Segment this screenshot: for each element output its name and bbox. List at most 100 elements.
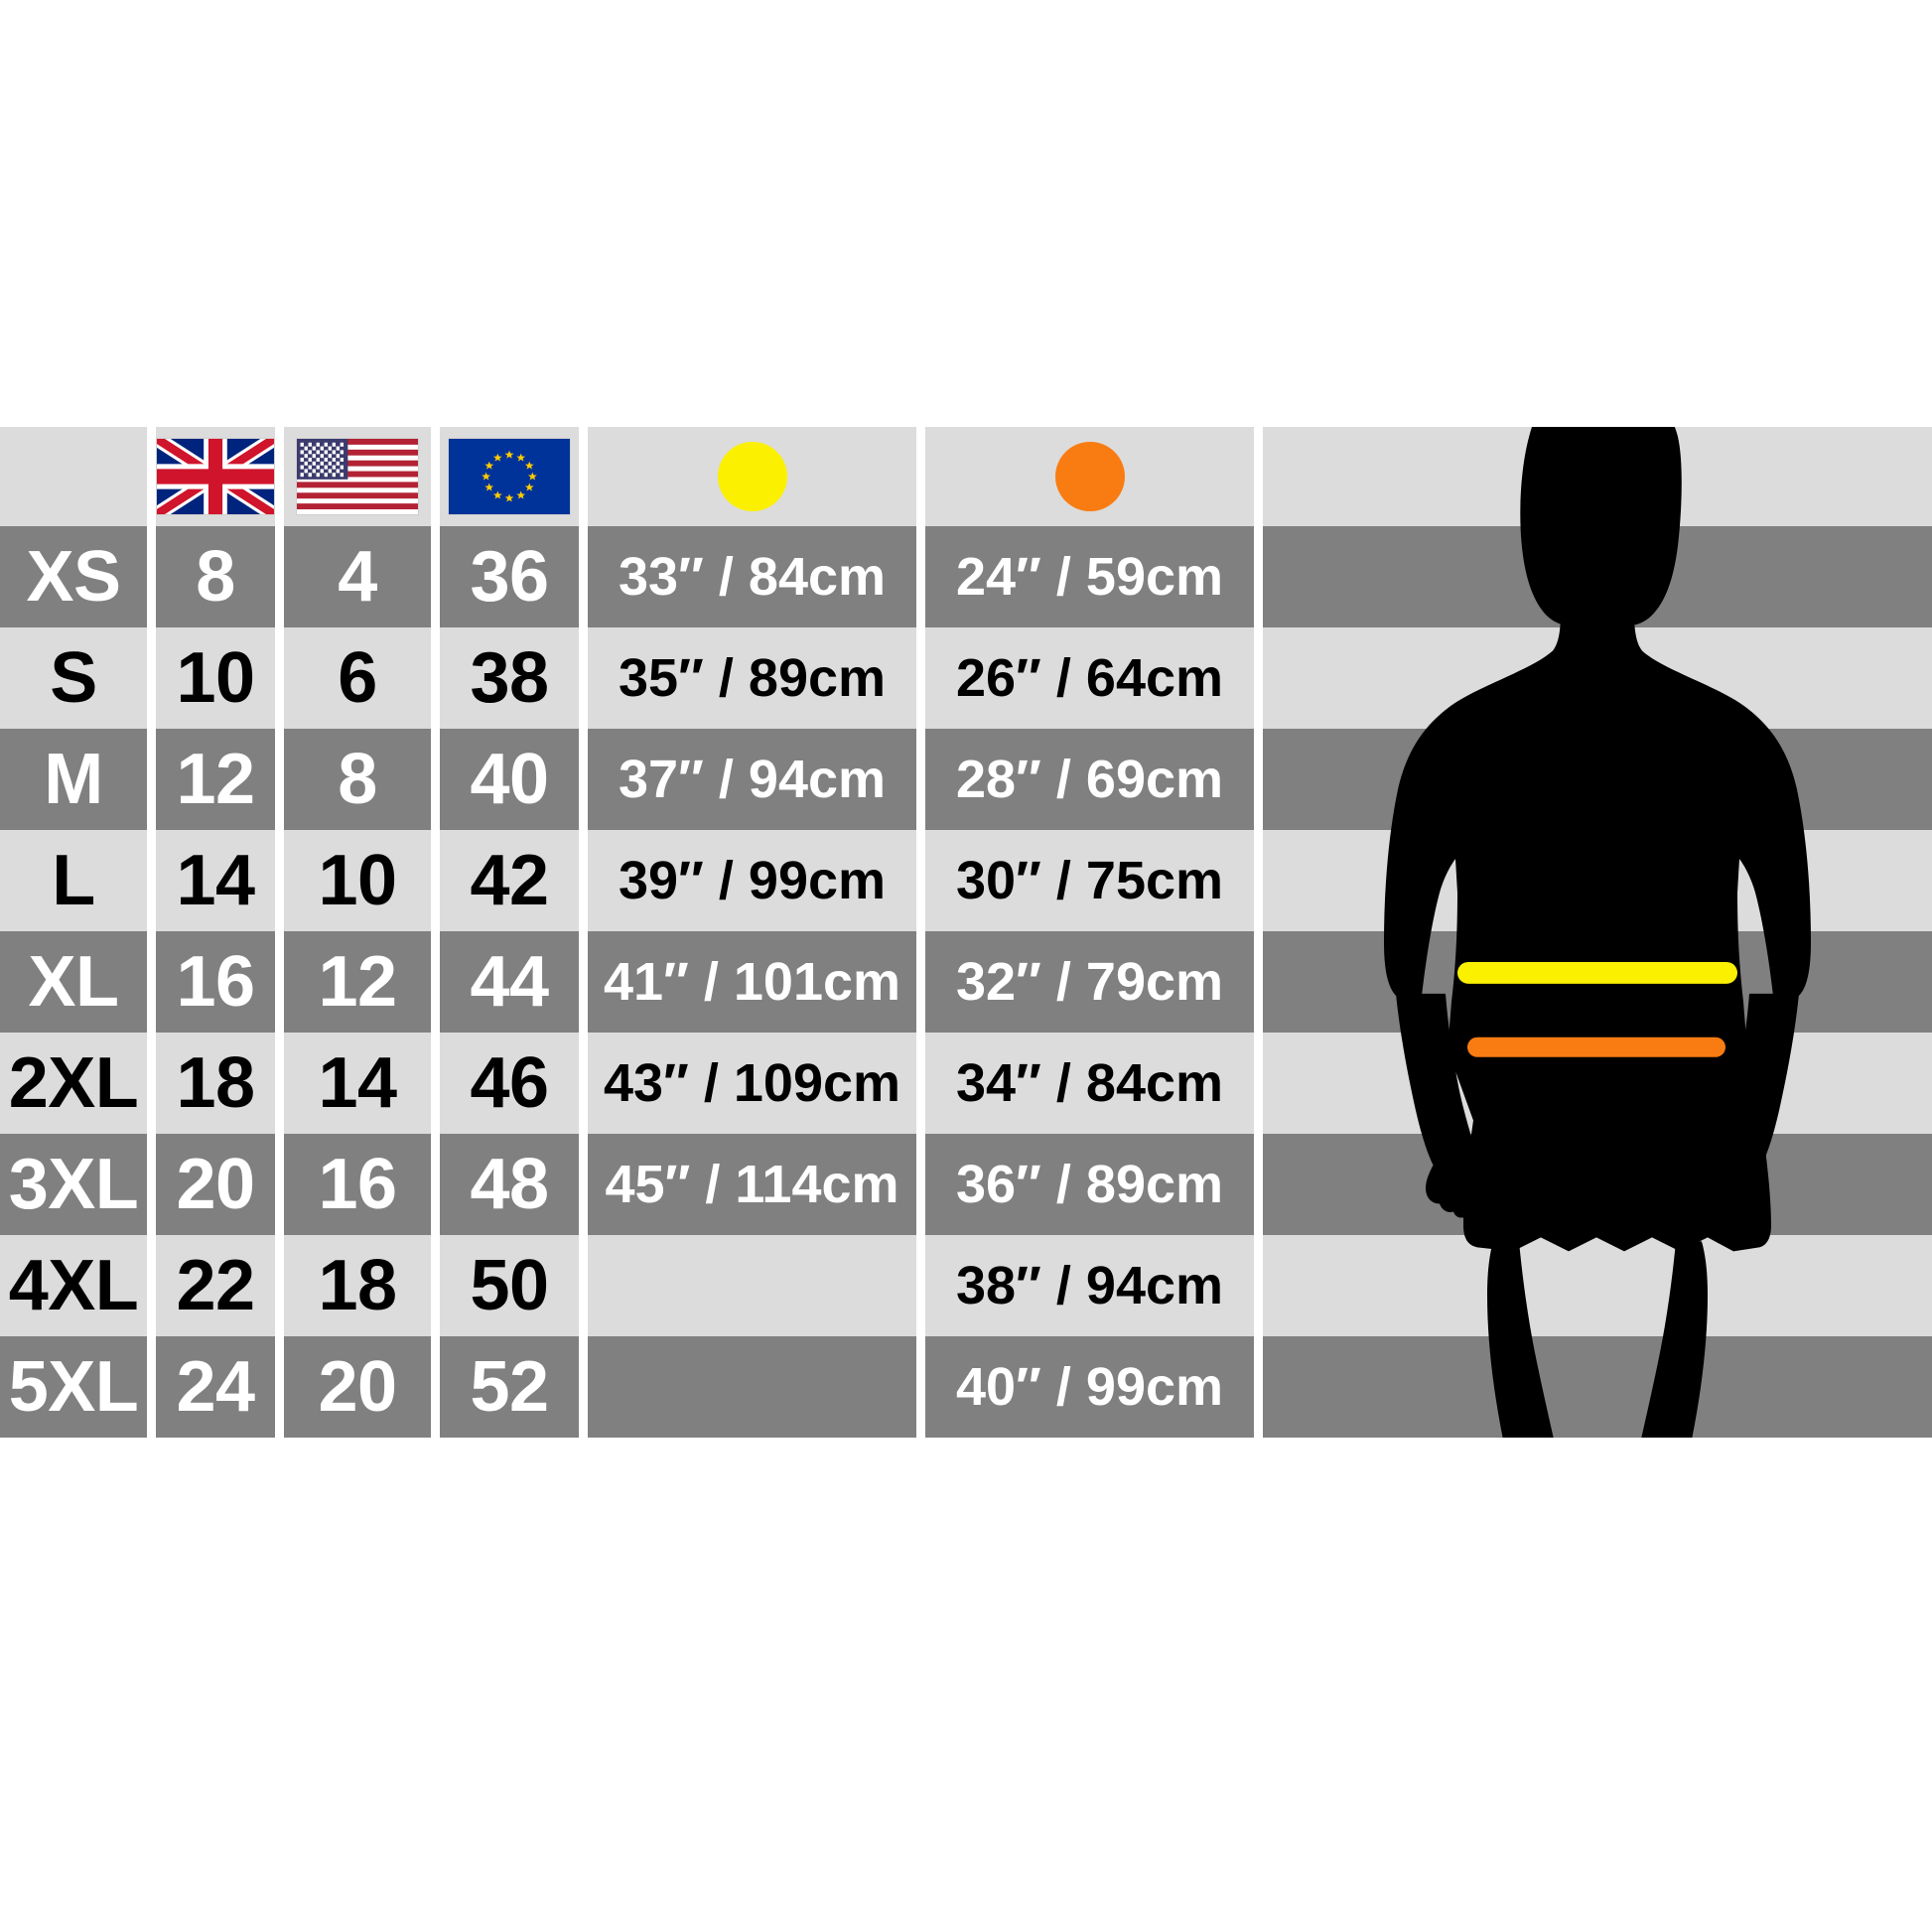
cell-text-eu: 50 [470,1246,549,1325]
cell-uk: 8 [156,526,275,627]
cell-text-us: 12 [318,942,397,1022]
us-flag-icon [296,438,419,515]
cell-text-uk: 24 [176,1347,255,1427]
cell-bust: 45″ / 114cm [588,1134,916,1235]
cell-text-size: 4XL [8,1246,139,1325]
cell-text-uk: 10 [176,638,255,718]
cell-text-us: 16 [318,1145,397,1224]
cell-us: 16 [284,1134,431,1235]
cell-us: 18 [284,1235,431,1336]
cell-text-bust: 35″ / 89cm [618,648,887,708]
cell-bust [588,1336,916,1438]
cell-text-size: M [44,740,103,819]
cell-text-uk: 16 [176,942,255,1022]
cell-uk: 12 [156,729,275,830]
cell-text-waist: 28″ / 69cm [955,750,1224,809]
cell-bust: 39″ / 99cm [588,830,916,931]
cell-text-eu: 40 [470,740,549,819]
cell-text-eu: 38 [470,638,549,718]
cell-waist: 36″ / 89cm [925,1134,1254,1235]
cell-text-waist: 26″ / 64cm [955,648,1224,708]
cell-text-waist: 32″ / 79cm [955,952,1224,1012]
cell-text-us: 20 [318,1347,397,1427]
cell-text-size: S [50,638,97,718]
row-size-label: 4XL [0,1235,147,1336]
cell-uk: 24 [156,1336,275,1438]
column-header-figure [1263,427,1932,526]
row-size-label: XS [0,526,147,627]
size-chart-table: XS 8 4 36 33″ / 84cm 24″ / 59cm S 10 6 38 35″ / 89… [0,397,1932,1440]
column-header-eu [440,427,579,526]
cell-eu: 48 [440,1134,579,1235]
cell-text-us: 4 [338,537,377,617]
cell-text-uk: 8 [196,537,235,617]
figure-band [1263,526,1932,627]
cell-bust: 41″ / 101cm [588,931,916,1033]
cell-waist: 34″ / 84cm [925,1033,1254,1134]
cell-text-eu: 48 [470,1145,549,1224]
cell-text-eu: 44 [470,942,549,1022]
figure-band [1263,1235,1932,1336]
cell-bust: 37″ / 94cm [588,729,916,830]
cell-text-eu: 36 [470,537,549,617]
cell-eu: 52 [440,1336,579,1438]
cell-bust: 43″ / 109cm [588,1033,916,1134]
row-size-label: L [0,830,147,931]
cell-waist: 38″ / 94cm [925,1235,1254,1336]
cell-uk: 16 [156,931,275,1033]
cell-text-uk: 14 [176,841,255,920]
cell-waist: 32″ / 79cm [925,931,1254,1033]
uk-flag-icon [156,438,275,515]
cell-us: 4 [284,526,431,627]
cell-eu: 50 [440,1235,579,1336]
row-size-label: 3XL [0,1134,147,1235]
column-header-us [284,427,431,526]
cell-uk: 22 [156,1235,275,1336]
cell-eu: 36 [440,526,579,627]
cell-eu: 44 [440,931,579,1033]
cell-text-us: 18 [318,1246,397,1325]
cell-us: 6 [284,627,431,729]
row-size-label: 2XL [0,1033,147,1134]
cell-text-size: 3XL [8,1145,139,1224]
column-header-waist [925,427,1254,526]
cell-text-bust: 39″ / 99cm [618,851,887,910]
figure-band [1263,830,1932,931]
cell-eu: 46 [440,1033,579,1134]
column-header-uk [156,427,275,526]
row-size-label: 5XL [0,1336,147,1438]
cell-text-bust: 45″ / 114cm [605,1155,899,1214]
column-header-bust [588,427,916,526]
cell-text-eu: 52 [470,1347,549,1427]
figure-band [1263,1134,1932,1235]
cell-eu: 40 [440,729,579,830]
cell-uk: 14 [156,830,275,931]
row-size-label: M [0,729,147,830]
cell-waist: 30″ / 75cm [925,830,1254,931]
cell-text-uk: 20 [176,1145,255,1224]
cell-text-uk: 18 [176,1043,255,1123]
cell-text-waist: 24″ / 59cm [955,547,1224,607]
cell-text-waist: 40″ / 99cm [955,1357,1224,1417]
cell-uk: 18 [156,1033,275,1134]
column-header-size [0,427,147,526]
cell-text-size: XS [26,537,121,617]
figure-band [1263,729,1932,830]
cell-bust: 33″ / 84cm [588,526,916,627]
cell-us: 20 [284,1336,431,1438]
figure-band [1263,1336,1932,1438]
cell-text-size: 5XL [8,1347,139,1427]
cell-text-us: 8 [338,740,377,819]
cell-text-uk: 22 [176,1246,255,1325]
cell-uk: 10 [156,627,275,729]
cell-us: 8 [284,729,431,830]
figure-band [1263,931,1932,1033]
cell-text-us: 6 [338,638,377,718]
size-chart: XS 8 4 36 33″ / 84cm 24″ / 59cm S 10 6 38 35″ / 89… [0,397,1932,1440]
figure-band [1263,1033,1932,1134]
cell-waist: 26″ / 64cm [925,627,1254,729]
cell-bust: 35″ / 89cm [588,627,916,729]
cell-text-waist: 36″ / 89cm [955,1155,1224,1214]
cell-eu: 38 [440,627,579,729]
cell-us: 12 [284,931,431,1033]
